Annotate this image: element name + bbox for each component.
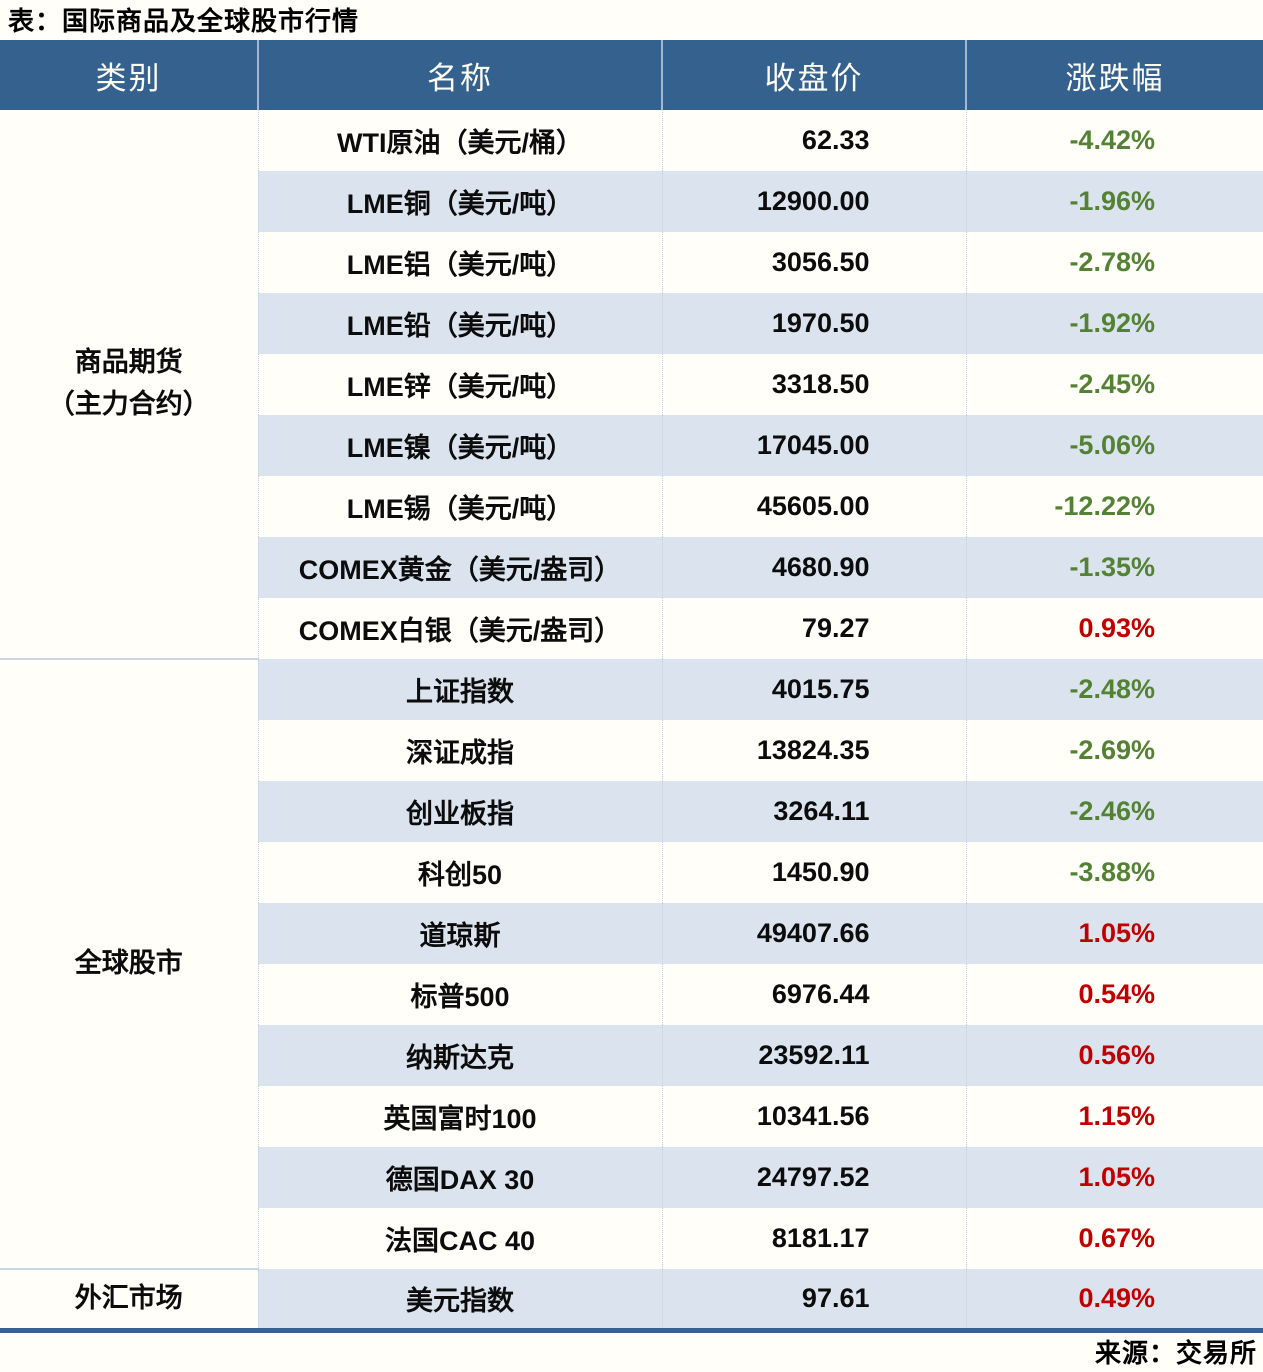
instrument-name: LME镍（美元/吨） bbox=[257, 415, 662, 476]
instrument-name: 深证成指 bbox=[257, 720, 662, 781]
header-name: 名称 bbox=[257, 40, 662, 110]
table-row: LME锌（美元/吨） 3318.50 -2.45% bbox=[0, 354, 1263, 415]
table-row: COMEX黄金（美元/盎司） 4680.90 -1.35% bbox=[0, 537, 1263, 598]
change-percent: -3.88% bbox=[965, 842, 1263, 903]
change-percent: -5.06% bbox=[965, 415, 1263, 476]
change-percent: 1.15% bbox=[965, 1086, 1263, 1147]
instrument-name: 美元指数 bbox=[257, 1269, 662, 1330]
instrument-name: COMEX黄金（美元/盎司） bbox=[257, 537, 662, 598]
table-row: COMEX白银（美元/盎司） 79.27 0.93% bbox=[0, 598, 1263, 659]
close-price: 62.33 bbox=[661, 110, 966, 171]
close-price: 3056.50 bbox=[661, 232, 966, 293]
instrument-name: 创业板指 bbox=[257, 781, 662, 842]
category-label: 外汇市场 bbox=[74, 1282, 183, 1313]
close-price: 6976.44 bbox=[661, 964, 966, 1025]
change-percent: 1.05% bbox=[965, 903, 1263, 964]
table-row: LME镍（美元/吨） 17045.00 -5.06% bbox=[0, 415, 1263, 476]
close-price: 1970.50 bbox=[661, 293, 966, 354]
close-price: 45605.00 bbox=[661, 476, 966, 537]
close-price: 1450.90 bbox=[661, 842, 966, 903]
close-price: 49407.66 bbox=[661, 903, 966, 964]
table-row: 深证成指 13824.35 -2.69% bbox=[0, 720, 1263, 781]
close-price: 12900.00 bbox=[661, 171, 966, 232]
close-price: 23592.11 bbox=[661, 1025, 966, 1086]
table-row: 德国DAX 30 24797.52 1.05% bbox=[0, 1147, 1263, 1208]
quotes-table: 类别 名称 收盘价 涨跌幅 商品期货 （主力合约） WTI原油（美元/桶） 62.33… bbox=[0, 40, 1263, 1333]
header-row: 类别 名称 收盘价 涨跌幅 bbox=[0, 40, 1263, 110]
instrument-name: COMEX白银（美元/盎司） bbox=[257, 598, 662, 659]
close-price: 24797.52 bbox=[661, 1147, 966, 1208]
change-percent: 0.56% bbox=[965, 1025, 1263, 1086]
table-row: 商品期货 （主力合约） WTI原油（美元/桶） 62.33 -4.42% bbox=[0, 110, 1263, 659]
close-price: 97.61 bbox=[661, 1269, 966, 1330]
category-label: （主力合约） bbox=[47, 389, 210, 419]
change-percent: 1.05% bbox=[965, 1147, 1263, 1208]
instrument-name: 道琼斯 bbox=[257, 903, 662, 964]
change-percent: -2.78% bbox=[965, 232, 1263, 293]
change-percent: -4.42% bbox=[965, 110, 1263, 171]
table-row: 全球股市 上证指数 4015.75 -2.48% bbox=[0, 658, 1263, 1269]
change-percent: -2.69% bbox=[965, 720, 1263, 781]
page-title: 表：国际商品及全球股市行情 bbox=[8, 6, 360, 36]
instrument-name: 上证指数 bbox=[257, 659, 662, 720]
instrument-name: WTI原油（美元/桶） bbox=[257, 110, 662, 171]
source-note: 来源：交易所 bbox=[1094, 1337, 1257, 1368]
category-cell: 全球股市 bbox=[0, 658, 258, 1269]
change-percent: 0.49% bbox=[965, 1269, 1263, 1330]
table-row: 纳斯达克 23592.11 0.56% bbox=[0, 1025, 1263, 1086]
close-price: 17045.00 bbox=[661, 415, 966, 476]
change-percent: 0.67% bbox=[965, 1208, 1263, 1269]
instrument-name: 法国CAC 40 bbox=[257, 1208, 662, 1269]
change-percent: -12.22% bbox=[965, 476, 1263, 537]
instrument-name: 英国富时100 bbox=[257, 1086, 662, 1147]
change-percent: -1.92% bbox=[965, 293, 1263, 354]
category-cell: 商品期货 （主力合约） bbox=[0, 110, 258, 659]
close-price: 79.27 bbox=[661, 598, 966, 659]
header-change: 涨跌幅 bbox=[965, 40, 1263, 110]
close-price: 4680.90 bbox=[661, 537, 966, 598]
table-row: 科创50 1450.90 -3.88% bbox=[0, 842, 1263, 903]
instrument-name: 标普500 bbox=[257, 964, 662, 1025]
instrument-name: 纳斯达克 bbox=[257, 1025, 662, 1086]
table-row: 标普500 6976.44 0.54% bbox=[0, 964, 1263, 1025]
table-row: LME锡（美元/吨） 45605.00 -12.22% bbox=[0, 476, 1263, 537]
category-label: 全球股市 bbox=[74, 948, 183, 979]
category-label: 商品期货 bbox=[74, 347, 183, 378]
instrument-name: 科创50 bbox=[257, 842, 662, 903]
instrument-name: LME铜（美元/吨） bbox=[257, 171, 662, 232]
table-row: 英国富时100 10341.56 1.15% bbox=[0, 1086, 1263, 1147]
close-price: 8181.17 bbox=[661, 1208, 966, 1269]
close-price: 4015.75 bbox=[661, 659, 966, 720]
table-row: 外汇市场 美元指数 97.61 0.49% bbox=[0, 1268, 1263, 1330]
header-close: 收盘价 bbox=[661, 40, 966, 110]
instrument-name: LME铅（美元/吨） bbox=[257, 293, 662, 354]
table-row: 创业板指 3264.11 -2.46% bbox=[0, 781, 1263, 842]
header-category: 类别 bbox=[0, 40, 258, 110]
category-cell: 外汇市场 bbox=[0, 1268, 258, 1330]
close-price: 3264.11 bbox=[661, 781, 966, 842]
instrument-name: LME铝（美元/吨） bbox=[257, 232, 662, 293]
close-price: 13824.35 bbox=[661, 720, 966, 781]
close-price: 10341.56 bbox=[661, 1086, 966, 1147]
change-percent: -1.35% bbox=[965, 537, 1263, 598]
instrument-name: LME锌（美元/吨） bbox=[257, 354, 662, 415]
change-percent: 0.54% bbox=[965, 964, 1263, 1025]
table-row: 法国CAC 40 8181.17 0.67% bbox=[0, 1208, 1263, 1269]
table-row: LME铜（美元/吨） 12900.00 -1.96% bbox=[0, 171, 1263, 232]
change-percent: -2.46% bbox=[965, 781, 1263, 842]
table-row: 道琼斯 49407.66 1.05% bbox=[0, 903, 1263, 964]
change-percent: -1.96% bbox=[965, 171, 1263, 232]
change-percent: 0.93% bbox=[965, 598, 1263, 659]
close-price: 3318.50 bbox=[661, 354, 966, 415]
instrument-name: LME锡（美元/吨） bbox=[257, 476, 662, 537]
table-row: LME铝（美元/吨） 3056.50 -2.78% bbox=[0, 232, 1263, 293]
table-row: LME铅（美元/吨） 1970.50 -1.92% bbox=[0, 293, 1263, 354]
change-percent: -2.48% bbox=[965, 659, 1263, 720]
instrument-name: 德国DAX 30 bbox=[257, 1147, 662, 1208]
change-percent: -2.45% bbox=[965, 354, 1263, 415]
